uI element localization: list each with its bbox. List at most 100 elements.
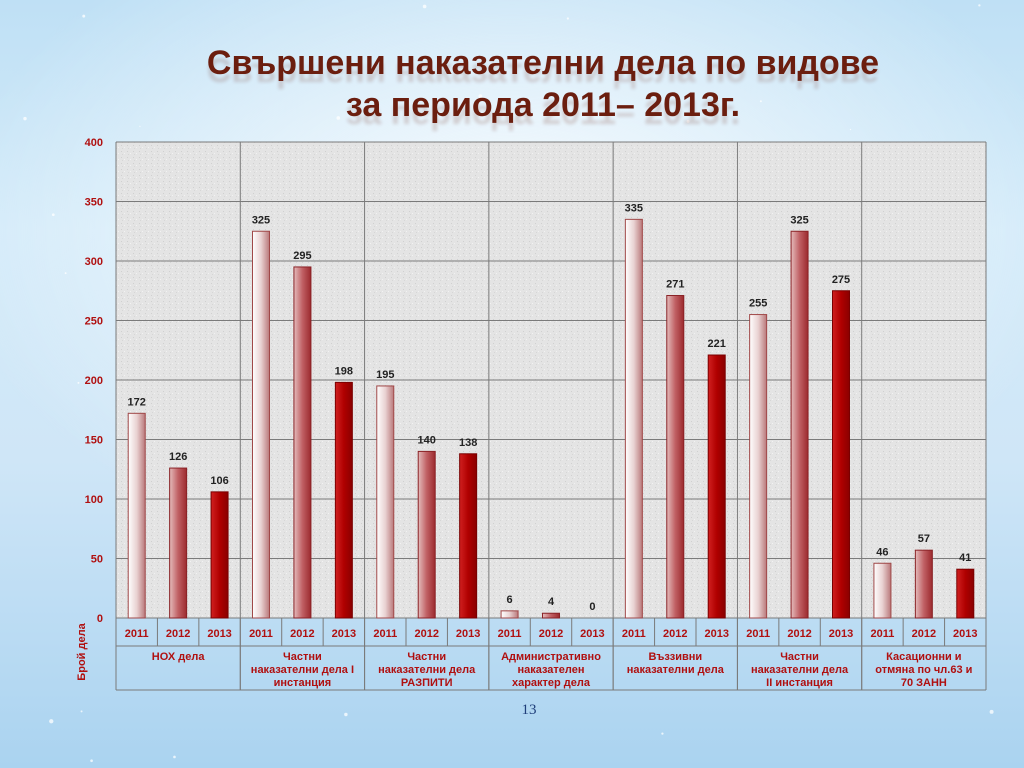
- sparkle: [78, 673, 82, 677]
- x-category-label: инстанция: [274, 677, 332, 689]
- x-tick-label-year: 2013: [953, 628, 977, 640]
- sparkle: [759, 100, 762, 103]
- data-label: 335: [625, 202, 643, 214]
- x-tick-label-year: 2011: [746, 628, 770, 640]
- data-label: 126: [169, 451, 187, 463]
- sparkle: [90, 759, 93, 763]
- x-category-label: 70 ЗАНН: [901, 677, 947, 689]
- data-label: 198: [335, 365, 353, 377]
- sparkle: [661, 732, 664, 735]
- x-tick-label-year: 2012: [166, 628, 190, 640]
- bars: [127, 218, 975, 619]
- bar: [252, 230, 270, 619]
- data-label: 140: [418, 434, 436, 446]
- data-label: 221: [708, 338, 726, 350]
- x-tick-label-year: 2011: [498, 628, 522, 640]
- sparkle: [478, 94, 483, 98]
- sparkle: [344, 712, 348, 717]
- x-tick-label-year: 2012: [539, 628, 563, 640]
- bar: [459, 453, 478, 619]
- data-label: 195: [376, 369, 394, 381]
- data-label: 295: [293, 250, 311, 262]
- sparkle: [566, 17, 569, 20]
- slide-title-line2: за периода 2011– 2013г.: [345, 86, 741, 124]
- sparkle: [23, 116, 27, 121]
- data-label: 46: [876, 546, 888, 558]
- sparkle: [82, 14, 86, 18]
- bar: [832, 290, 850, 619]
- y-tick-label: 300: [85, 256, 103, 268]
- y-tick-label: 350: [85, 197, 103, 209]
- bar: [334, 381, 353, 619]
- data-label: 0: [589, 601, 595, 613]
- sparkle: [849, 128, 852, 131]
- data-label: 325: [790, 214, 808, 226]
- x-tick-label-year: 2013: [207, 628, 231, 640]
- bar: [956, 568, 975, 619]
- sparkle: [686, 119, 690, 123]
- bar: [169, 467, 188, 619]
- x-category-label: наказателни дела: [627, 664, 725, 676]
- data-label: 172: [128, 396, 146, 408]
- data-label: 6: [507, 594, 513, 606]
- page-number: 13: [521, 702, 537, 718]
- bar: [914, 549, 933, 619]
- bar: [293, 266, 312, 619]
- bar: [542, 612, 560, 619]
- data-label: 325: [252, 214, 270, 226]
- x-tick-label-year: 2012: [414, 628, 438, 640]
- y-tick-label: 0: [97, 613, 103, 625]
- data-label: 4: [548, 596, 555, 608]
- data-label: 275: [832, 274, 850, 286]
- sparkle: [978, 4, 981, 7]
- x-tick-label-year: 2013: [456, 628, 480, 640]
- x-tick-label-year: 2012: [912, 628, 936, 640]
- x-category-label: Административно: [501, 651, 601, 663]
- x-category-label: наказателен: [517, 664, 584, 676]
- x-category-label: Въззивни: [648, 651, 702, 663]
- sparkle: [64, 272, 67, 275]
- x-category-label: РАЗПИТИ: [401, 677, 453, 689]
- y-tick-label: 200: [85, 375, 103, 387]
- bar: [749, 314, 768, 619]
- x-tick-label-year: 2011: [249, 628, 273, 640]
- x-category-label: наказателни дела: [378, 664, 476, 676]
- bar: [210, 491, 229, 619]
- x-tick-label-year: 2012: [290, 628, 314, 640]
- x-category-label: отмяна по чл.63 и: [875, 664, 972, 676]
- sparkle: [80, 710, 83, 713]
- x-tick-label-year: 2011: [125, 628, 149, 640]
- bar: [666, 295, 685, 619]
- slide-title: Свършени наказателни дела по видове за п…: [0, 42, 1024, 126]
- x-category-label: наказателни дела I: [251, 664, 354, 676]
- x-tick-label-year: 2013: [580, 628, 604, 640]
- y-axis-label: Брой дела: [76, 622, 88, 680]
- sparkle: [77, 381, 80, 384]
- x-tick-label-year: 2012: [787, 628, 811, 640]
- data-label: 41: [959, 552, 971, 564]
- bar: [500, 610, 519, 619]
- data-label: 57: [918, 533, 930, 545]
- sparkle: [989, 709, 994, 714]
- sparkle: [422, 4, 427, 9]
- bar: [790, 230, 809, 619]
- x-tick-label-year: 2013: [332, 628, 356, 640]
- y-tick-label: 150: [85, 435, 103, 447]
- x-tick-label-year: 2011: [622, 628, 646, 640]
- sparkle: [51, 213, 55, 217]
- x-category-label: Частни: [283, 651, 322, 663]
- data-label: 138: [459, 437, 477, 449]
- x-category-label: II инстанция: [766, 677, 833, 689]
- x-tick-label-year: 2012: [663, 628, 687, 640]
- bar: [376, 385, 395, 619]
- bar: [127, 412, 146, 619]
- x-tick-label-year: 2013: [829, 628, 853, 640]
- x-category-label: Частни: [780, 651, 819, 663]
- y-tick-label: 100: [85, 494, 103, 506]
- x-tick-label-year: 2011: [373, 628, 397, 640]
- x-tick-label-year: 2013: [704, 628, 728, 640]
- bar: [624, 218, 643, 619]
- sparkle: [460, 68, 462, 70]
- x-tick-label-year: 2011: [870, 628, 894, 640]
